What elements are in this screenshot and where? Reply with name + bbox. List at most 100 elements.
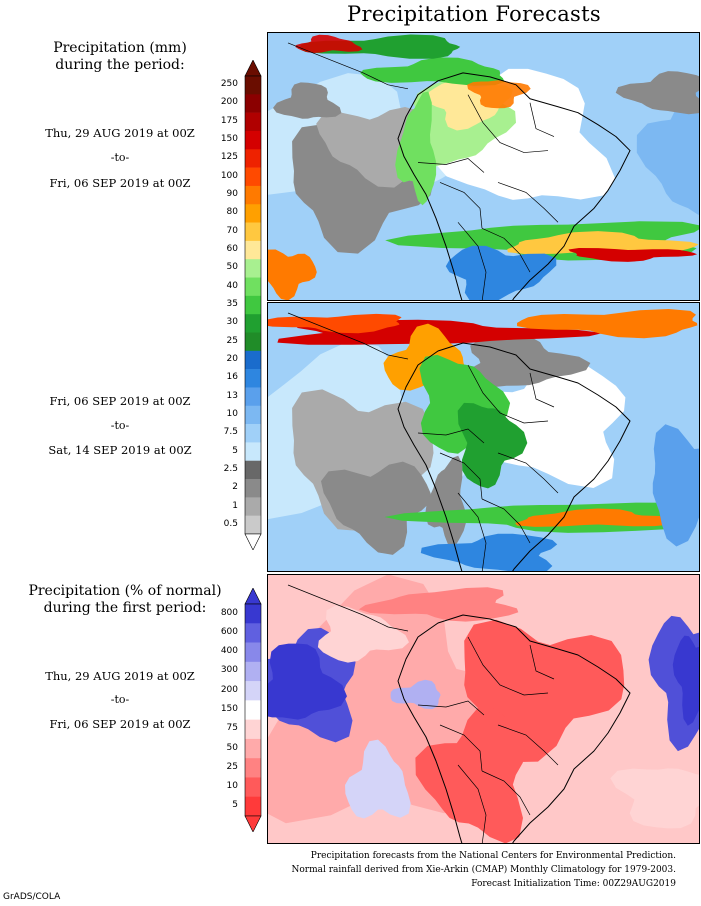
mm-colorbar-tick-label: 50 bbox=[226, 262, 238, 273]
pct-period-end: Fri, 06 SEP 2019 at 00Z bbox=[49, 717, 191, 731]
week2-map-border bbox=[481, 498, 531, 544]
mm-colorbar-tick-label: 60 bbox=[226, 244, 238, 255]
mm-colorbar-arrow-top bbox=[244, 60, 262, 77]
pct-map-border bbox=[467, 636, 549, 696]
pct-heading: Precipitation (% of normal) during the f… bbox=[0, 583, 250, 617]
week1-map-field bbox=[360, 57, 505, 86]
pct-map-coastline-north bbox=[287, 584, 409, 632]
week2-map-border bbox=[457, 492, 487, 571]
pct-map-field bbox=[345, 739, 411, 819]
pct-map-border bbox=[439, 724, 483, 772]
mm-colorbar-tick-label: 2 bbox=[232, 482, 238, 493]
forecast-map-week1 bbox=[267, 32, 700, 301]
pct-colorbar-swatch bbox=[245, 738, 261, 759]
pct-map-field bbox=[317, 605, 409, 663]
mm-colorbar-swatch bbox=[245, 497, 261, 516]
mm-colorbar-swatch bbox=[245, 112, 261, 132]
week2-map-field bbox=[515, 508, 688, 527]
pct-colorbar-tick-label: 25 bbox=[226, 761, 238, 772]
pct-map-border bbox=[417, 700, 485, 716]
forecast-map-week2 bbox=[267, 302, 700, 572]
mm-colorbar-swatch bbox=[245, 295, 261, 315]
mm-colorbar-swatch bbox=[245, 350, 261, 370]
week1-map-field bbox=[273, 82, 342, 119]
mm-colorbar-tick-label: 1 bbox=[232, 500, 238, 511]
pct-colorbar-swatch bbox=[245, 661, 261, 682]
week1-map-field bbox=[268, 249, 317, 300]
week1-map-field bbox=[300, 34, 461, 59]
mm-colorbar bbox=[243, 60, 263, 550]
week1-map-field bbox=[615, 71, 699, 115]
mm-heading: Precipitation (mm) during the period: bbox=[0, 40, 240, 74]
mm-colorbar-tick-label: 35 bbox=[226, 299, 238, 309]
week1-map-field bbox=[467, 80, 531, 109]
pct-colorbar-swatch bbox=[245, 642, 261, 663]
pct-colorbar-tick-label: 75 bbox=[226, 723, 238, 734]
mm-colorbar-tick-label: 70 bbox=[226, 225, 238, 236]
mm-colorbar-tick-label: 2.5 bbox=[223, 463, 238, 474]
percent-normal-map bbox=[267, 574, 700, 844]
pct-colorbar-tick-label: 800 bbox=[220, 607, 238, 618]
week1-map-field bbox=[295, 34, 363, 53]
mm-colorbar-swatch bbox=[245, 167, 261, 187]
week1-map-border bbox=[439, 182, 483, 229]
period1-end: Fri, 06 SEP 2019 at 00Z bbox=[49, 176, 191, 190]
mm-colorbar-tick-label: 16 bbox=[226, 372, 238, 383]
pct-colorbar-tick-label: 400 bbox=[220, 646, 238, 657]
pct-map-field bbox=[390, 679, 441, 710]
week1-map-border bbox=[457, 222, 487, 300]
pct-map-border bbox=[481, 770, 531, 816]
pct-colorbar-swatch bbox=[245, 700, 261, 720]
footer-line1: Precipitation forecasts from the Nationa… bbox=[310, 851, 676, 861]
week1-map-field bbox=[636, 88, 699, 215]
pct-colorbar-arrow-top bbox=[244, 588, 262, 605]
week1-map-border bbox=[529, 102, 555, 137]
pct-colorbar-swatch bbox=[245, 681, 261, 701]
pct-period-sep: -to- bbox=[110, 693, 130, 706]
week1-map-field bbox=[445, 245, 557, 300]
week1-map-border bbox=[497, 182, 559, 223]
pct-map-coastline bbox=[397, 614, 631, 843]
mm-colorbar-swatch bbox=[245, 76, 261, 95]
week1-map-border bbox=[467, 94, 549, 153]
pct-map-field bbox=[610, 768, 699, 829]
mm-colorbar-tick-label: 125 bbox=[220, 152, 238, 163]
mm-colorbar-tick-label: 20 bbox=[226, 353, 238, 364]
pct-period-start: Thu, 29 AUG 2019 at 00Z bbox=[45, 669, 195, 683]
mm-colorbar-swatch bbox=[245, 130, 261, 150]
mm-colorbar-swatch bbox=[245, 240, 261, 260]
mm-colorbar-arrow-bottom bbox=[244, 533, 262, 550]
mm-colorbar-tick-label: 30 bbox=[226, 317, 238, 328]
mm-colorbar-tick-label: 10 bbox=[226, 408, 238, 419]
mm-colorbar-swatch bbox=[245, 204, 261, 223]
week2-map-border bbox=[417, 428, 485, 444]
pct-map-border bbox=[529, 644, 555, 680]
footer-line3: Forecast Initialization Time: 00Z29AUG20… bbox=[471, 879, 676, 889]
week1-map-coastline-north bbox=[287, 42, 409, 90]
mm-colorbar-swatch bbox=[245, 387, 261, 407]
mm-heading-line1: Precipitation (mm) bbox=[53, 40, 187, 56]
week2-map-border bbox=[529, 372, 555, 408]
pct-colorbar-swatch bbox=[245, 719, 261, 740]
pct-colorbar-swatch bbox=[245, 623, 261, 643]
mm-colorbar-swatch bbox=[245, 149, 261, 168]
pct-map-field bbox=[268, 643, 347, 720]
footer-line2: Normal rainfall derived from Xie-Arkin (… bbox=[291, 865, 677, 875]
mm-colorbar-tick-label: 175 bbox=[220, 115, 238, 126]
mm-colorbar-swatch bbox=[245, 314, 261, 333]
mm-colorbar-tick-label: 150 bbox=[220, 134, 238, 145]
pct-colorbar-swatch bbox=[245, 604, 261, 624]
mm-colorbar-swatch bbox=[245, 479, 261, 498]
pct-colorbar-swatch bbox=[245, 796, 261, 817]
mm-colorbar-swatch bbox=[245, 222, 261, 242]
pct-colorbar-swatch bbox=[245, 777, 261, 798]
period2-start: Fri, 06 SEP 2019 at 00Z bbox=[49, 394, 191, 408]
pct-colorbar-tick-label: 600 bbox=[220, 626, 238, 637]
mm-colorbar-tick-label: 40 bbox=[226, 280, 238, 291]
mm-heading-line2: during the period: bbox=[55, 57, 185, 73]
week2-map-border bbox=[497, 452, 559, 494]
week2-map-field bbox=[420, 533, 558, 571]
mm-colorbar-tick-label: 7.5 bbox=[223, 427, 238, 438]
week1-map-field bbox=[395, 91, 437, 206]
week1-map-border bbox=[417, 158, 485, 173]
